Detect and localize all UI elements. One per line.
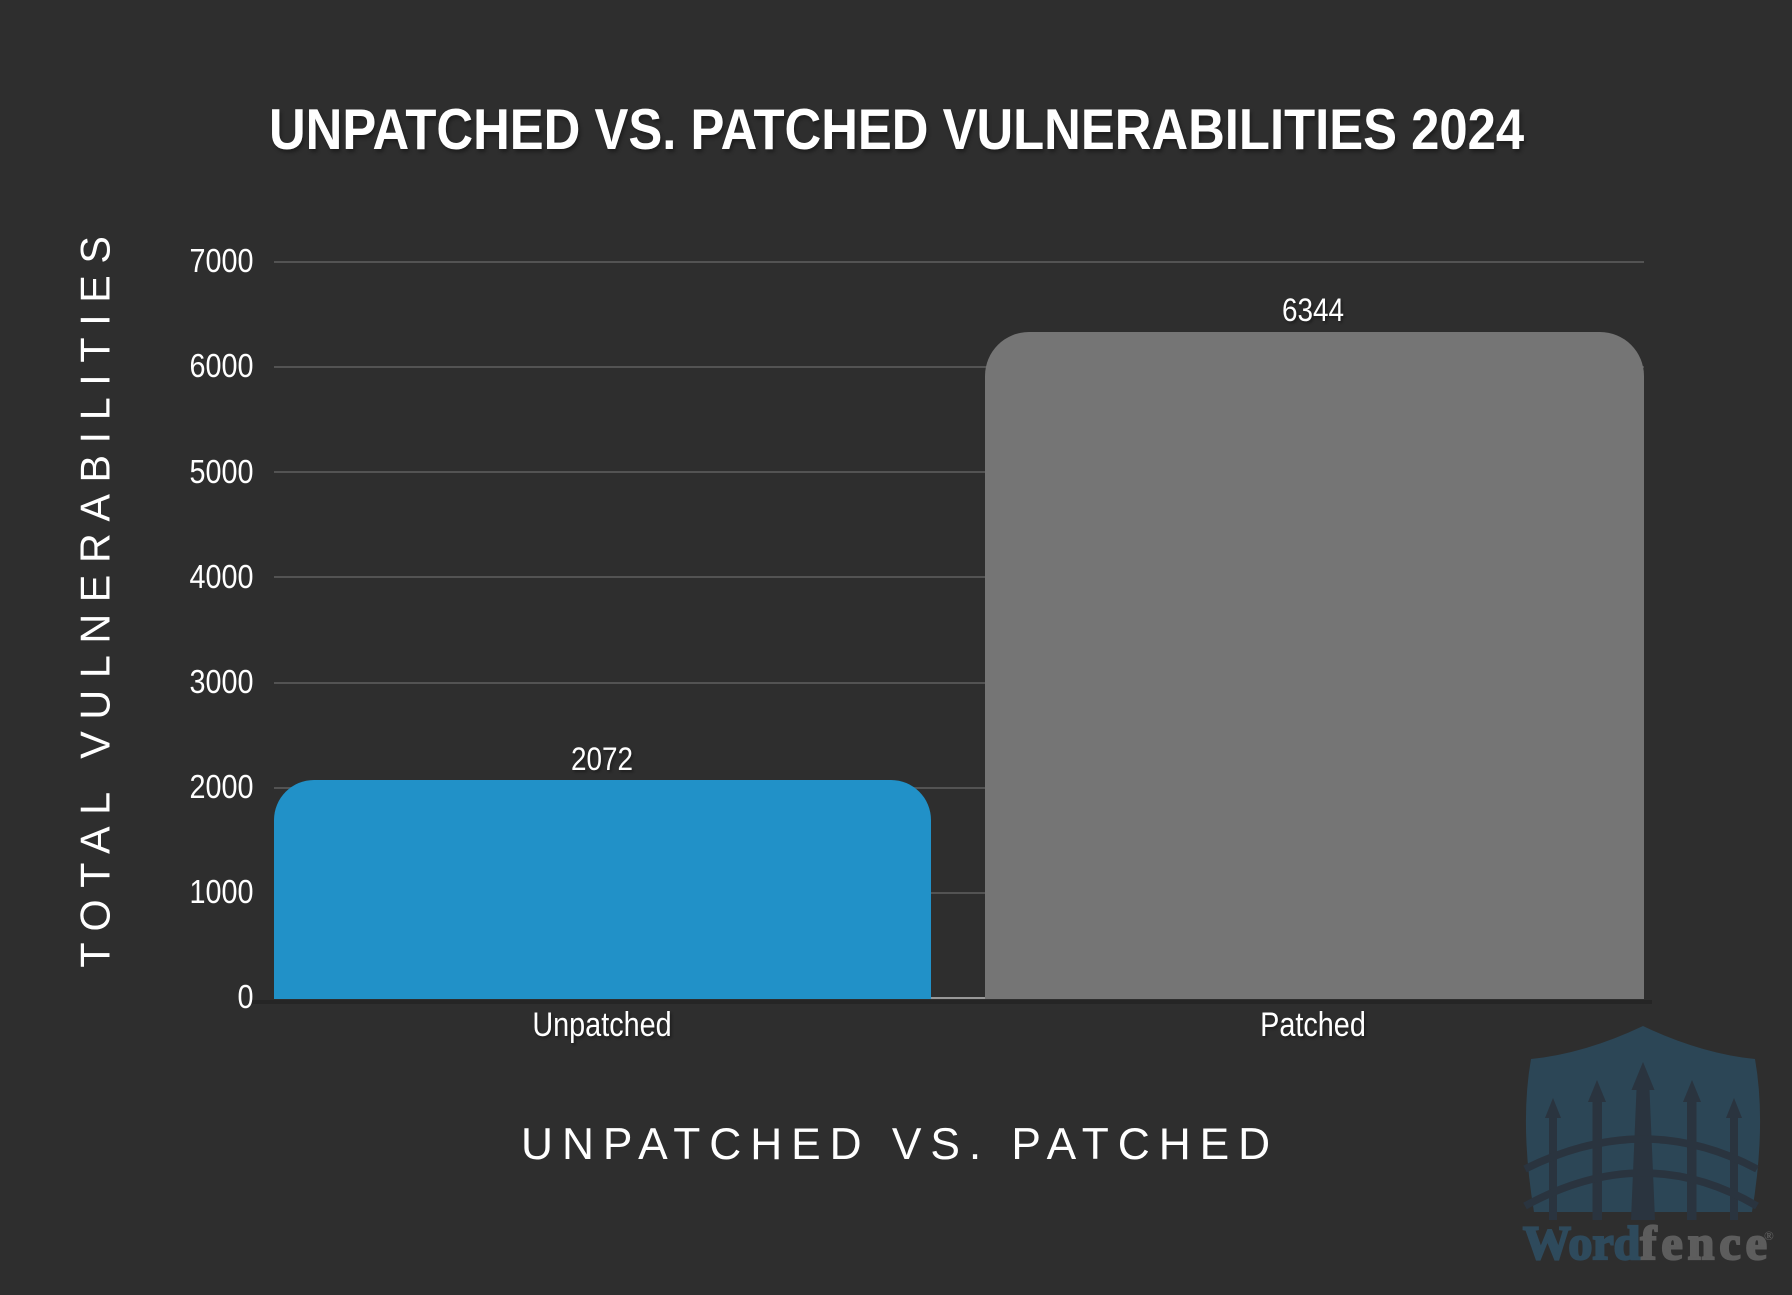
svg-text:®: ® [1764,1228,1774,1243]
svg-text:Wordfence: Wordfence [1523,1217,1772,1270]
